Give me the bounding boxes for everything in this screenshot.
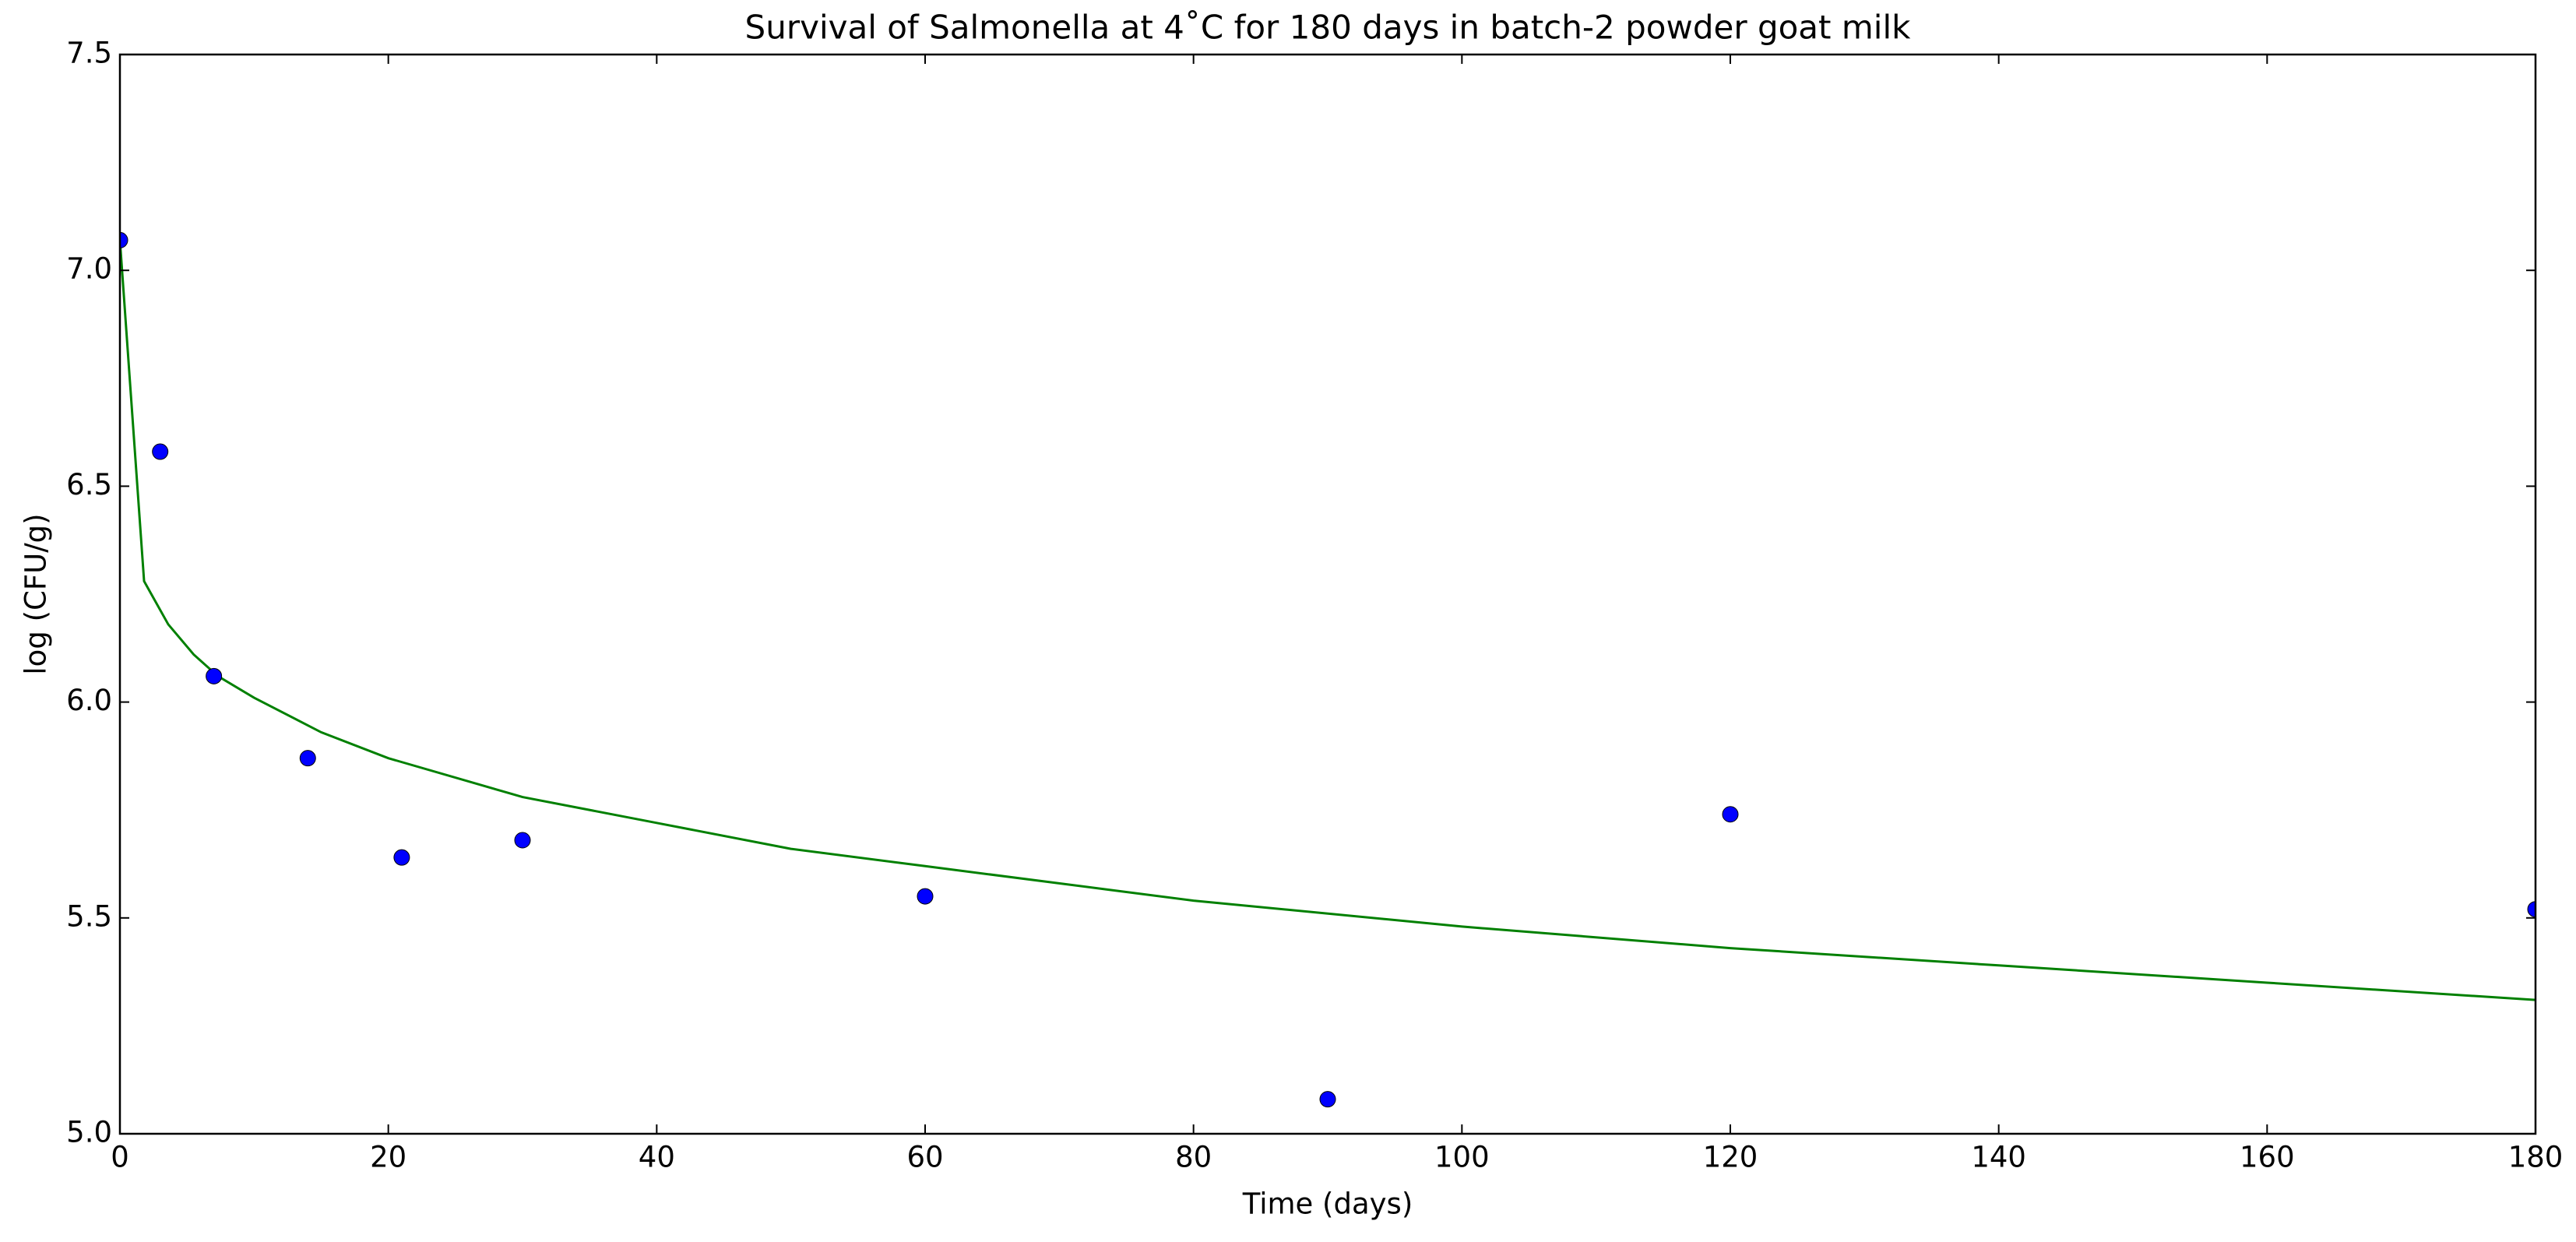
y-tick-label: 6.0: [66, 684, 112, 717]
y-tick-label: 7.5: [66, 37, 112, 70]
data-point: [1722, 806, 1739, 823]
x-tick-label: 60: [906, 1141, 943, 1174]
data-point: [917, 888, 934, 905]
data-point: [120, 231, 128, 248]
y-tick-label: 6.5: [66, 468, 112, 501]
plot-frame: [118, 53, 2537, 1135]
data-point: [1319, 1091, 1336, 1108]
x-tick-label: 140: [1971, 1141, 2026, 1174]
x-tick-label: 0: [111, 1141, 129, 1174]
data-point: [393, 849, 410, 866]
fit-line: [120, 240, 2536, 1001]
x-tick-label: 120: [1703, 1141, 1758, 1174]
plot-area: [120, 231, 2536, 1108]
x-axis-label: Time (days): [1242, 1187, 1413, 1221]
x-tick-label: 40: [639, 1141, 675, 1174]
data-point: [2527, 901, 2536, 918]
y-tick-label: 5.0: [66, 1116, 112, 1149]
chart-title: Survival of Salmonella at 4˚C for 180 da…: [745, 9, 1912, 47]
y-axis-label: log (CFU/g): [19, 513, 53, 674]
data-point: [299, 750, 316, 767]
x-tick-label: 100: [1434, 1141, 1490, 1174]
x-tick-label: 160: [2240, 1141, 2295, 1174]
x-tick-label: 20: [370, 1141, 406, 1174]
data-point: [514, 832, 531, 849]
y-tick-label: 5.5: [66, 899, 112, 933]
data-point: [206, 667, 223, 684]
x-tick-label: 180: [2508, 1141, 2564, 1174]
data-point: [152, 443, 169, 460]
x-tick-label: 80: [1175, 1141, 1212, 1174]
y-tick-label: 7.0: [66, 252, 112, 286]
